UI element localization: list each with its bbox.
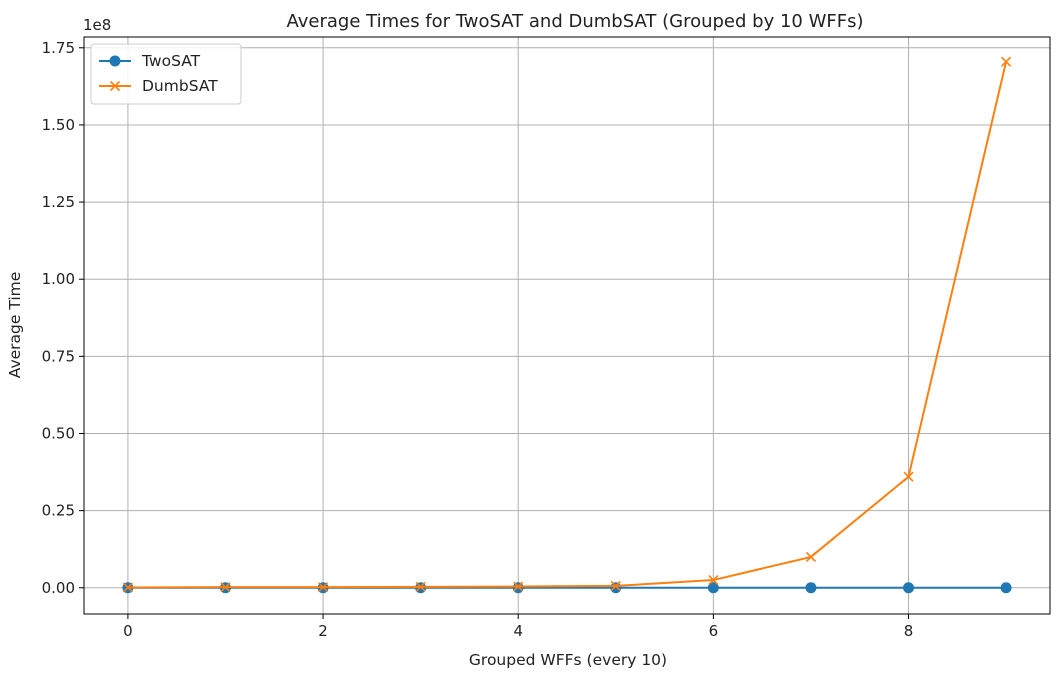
legend-dumbsat-label: DumbSAT <box>142 77 218 95</box>
twosat-point <box>1000 582 1012 594</box>
twosat-point <box>707 582 719 594</box>
twosat-point <box>512 582 524 594</box>
dumbsat-point <box>317 582 329 593</box>
twosat-point <box>903 582 915 594</box>
axis-ticks: 0 2 4 6 8 0.00 0.25 0.50 0.75 1.00 1.25 1.50 1.75 <box>42 39 914 640</box>
dumbsat-point <box>415 581 426 592</box>
twosat-point <box>610 582 622 594</box>
y-offset-label: 1e8 <box>83 16 111 34</box>
x-tick-label: 0 <box>123 622 133 640</box>
x-tick-label: 8 <box>904 622 914 640</box>
twosat-point <box>805 582 817 594</box>
legend-twosat-label: TwoSAT <box>141 52 201 70</box>
dumbsat-point <box>220 582 231 593</box>
y-tick-label: 0.00 <box>42 579 75 597</box>
dumbsat-point <box>122 582 133 593</box>
legend-dumbsat-marker <box>109 80 121 92</box>
y-tick-label: 0.50 <box>42 424 75 442</box>
dumbsat-point <box>513 581 524 592</box>
grid-lines <box>84 37 1050 614</box>
legend-twosat-marker <box>109 55 121 67</box>
dumbsat-point <box>903 471 914 482</box>
dumbsat-point <box>708 574 719 586</box>
y-axis-label: Average Time <box>6 272 24 379</box>
y-tick-label: 1.75 <box>42 39 75 57</box>
dumbsat-point <box>1001 56 1012 67</box>
plot-area <box>83 36 1051 615</box>
chart-title: Average Times for TwoSAT and DumbSAT (Gr… <box>287 11 864 32</box>
dumbsat-point <box>610 580 621 591</box>
legend: TwoSAT DumbSAT <box>90 43 242 105</box>
x-tick-label: 2 <box>318 622 328 640</box>
y-tick-label: 0.25 <box>42 502 75 520</box>
x-axis-label: Grouped WFFs (every 10) <box>469 651 667 669</box>
y-tick-label: 1.50 <box>42 116 75 134</box>
x-tick-label: 6 <box>709 622 719 640</box>
x-tick-label: 4 <box>513 622 523 640</box>
y-tick-label: 1.25 <box>42 193 75 211</box>
dumbsat-point <box>805 551 817 562</box>
legend-box <box>90 43 242 105</box>
y-tick-label: 0.75 <box>42 347 75 365</box>
series-lines <box>122 56 1012 594</box>
dumbsat-line <box>127 61 1008 589</box>
y-tick-label: 1.00 <box>42 270 75 288</box>
